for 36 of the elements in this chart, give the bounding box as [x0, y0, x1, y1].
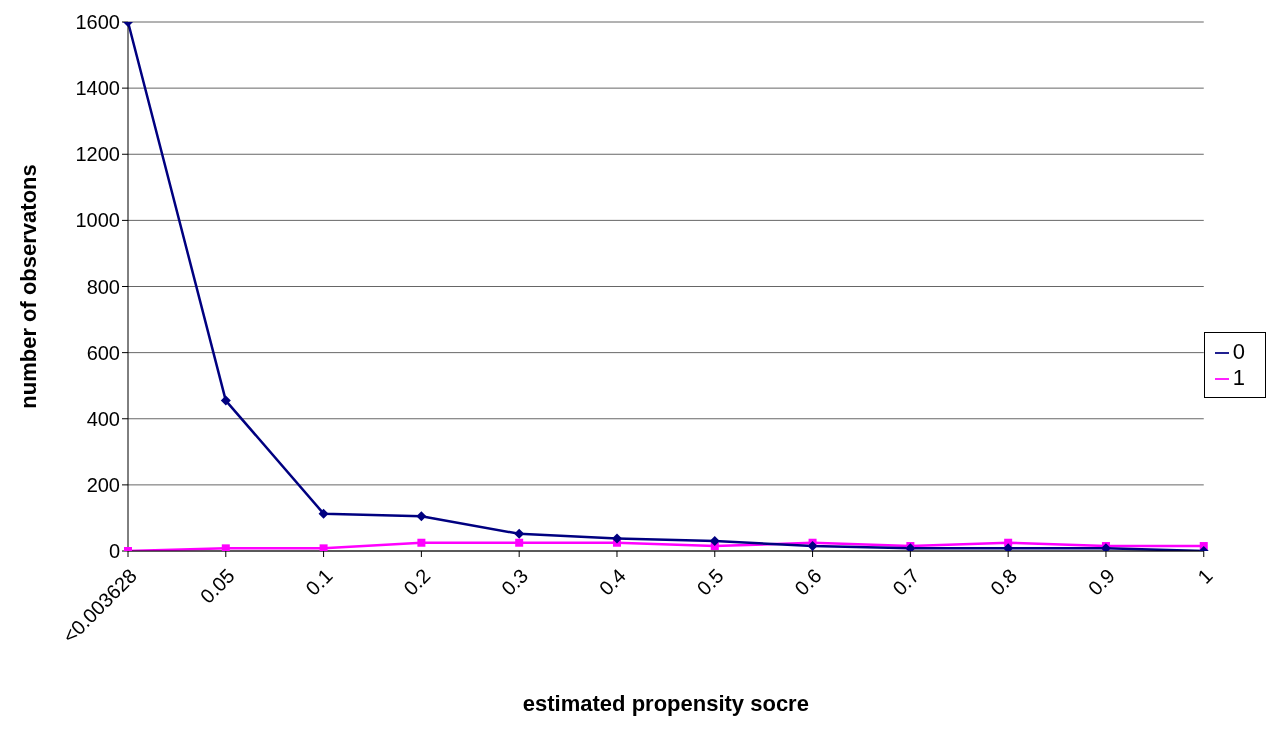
point [807, 541, 818, 551]
x-tick-label: 0.1 [301, 564, 337, 600]
point [417, 538, 426, 547]
y-tick-label: 800 [86, 275, 120, 298]
y-tick-label: 1600 [75, 11, 120, 34]
y-tick-label: 1200 [75, 143, 120, 166]
point [221, 544, 230, 551]
point [319, 544, 328, 551]
x-tick-label: 0.3 [496, 564, 533, 600]
y-tick-label: 400 [86, 407, 120, 430]
y-axis-title: number of observatons [15, 164, 41, 409]
x-tick-label: 0.7 [888, 564, 924, 600]
point [515, 538, 524, 547]
legend-label: 0 [1232, 338, 1245, 364]
x-tick-label: 0.05 [195, 564, 239, 608]
x-tick-label: 0.5 [692, 564, 728, 600]
point [611, 533, 622, 544]
x-tick-label: 0.6 [790, 564, 826, 600]
y-tick-label: 600 [86, 341, 120, 364]
point [318, 508, 329, 519]
x-tick-label: 0.8 [985, 564, 1022, 600]
y-tick-label: 1400 [75, 77, 120, 100]
x-tick-label: 0.4 [594, 564, 630, 600]
x-axis-title: estimated propensity socre [522, 691, 809, 716]
point [1003, 543, 1014, 551]
legend-label: 1 [1232, 364, 1245, 390]
y-tick-label: 0 [108, 540, 120, 563]
x-tick-label: 0.2 [399, 564, 435, 600]
point [514, 528, 525, 539]
point [709, 536, 720, 547]
y-tick-label: 1000 [75, 209, 120, 232]
x-tick-label: 1 [1193, 564, 1217, 588]
x-tick-label: 0.9 [1083, 564, 1119, 600]
y-tick-label: 200 [86, 473, 120, 496]
point [220, 395, 231, 406]
point [416, 511, 427, 522]
